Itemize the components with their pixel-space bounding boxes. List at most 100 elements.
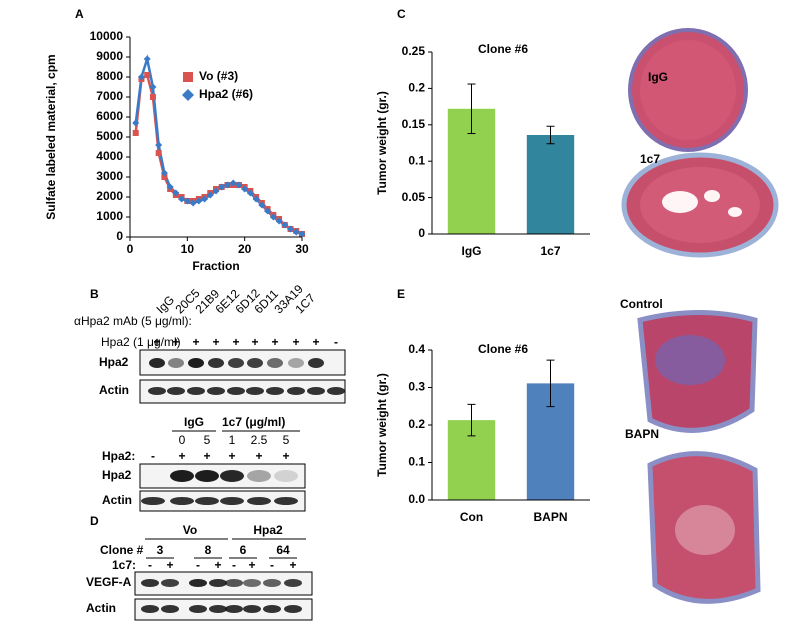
blot-band [274,470,298,482]
group-label: Hpa2 [253,523,283,537]
marker [275,217,283,225]
y-axis-label: Tumor weight (gr.) [375,91,389,195]
y-tick-label: 2000 [96,189,123,203]
blot-band [188,358,204,368]
blot-band [308,358,324,368]
marker [269,213,277,221]
blot-band [207,387,225,395]
blot-band [187,387,205,395]
blot-band [267,358,283,368]
blot-band [284,579,302,587]
label: 1c7: [112,558,136,572]
sign: + [228,449,235,463]
image-label: BAPN [625,427,659,441]
y-tick-label: 3000 [96,169,123,183]
sign: - [148,558,152,572]
y-axis-label: Sulfate labeled material, cpm [44,54,58,219]
tissue-light [675,505,735,555]
dose: 2.5 [251,433,268,447]
marker [155,141,163,149]
x-tick-label: 30 [295,242,309,256]
image-label: 1c7 [640,152,660,166]
x-tick-label: Con [460,510,483,524]
marker [201,195,209,203]
y-tick-label: 0.1 [408,455,425,469]
sign: + [271,335,278,349]
blot-band [243,579,261,587]
blot-band [220,497,244,505]
marker [235,181,243,189]
blot-band [307,387,325,395]
row-label: Actin [102,493,132,507]
y-tick-label: 4000 [96,149,123,163]
blot-band [195,470,219,482]
blot-band [161,579,179,587]
blot-band [327,387,345,395]
sign: + [212,335,219,349]
histology-e [637,310,761,604]
label: αHpa2 mAb (5 μg/ml): [74,314,192,328]
marker [223,181,231,189]
y-tick-label: 0.4 [408,342,425,356]
sign: + [248,558,255,572]
marker [132,130,139,136]
marker [287,225,295,233]
marker [189,199,197,207]
row-label: Actin [99,383,129,397]
marker [155,150,162,156]
dose: 5 [283,433,290,447]
sign: + [203,449,210,463]
y-tick-label: 6000 [96,109,123,123]
panel-letter: D [90,514,99,528]
marker [195,197,203,205]
blot-band [208,358,224,368]
blot-band [225,579,243,587]
y-tick-label: 0.2 [408,417,425,431]
marker [149,83,157,91]
row-label: Hpa2 [102,468,132,482]
marker [149,94,156,100]
marker [252,195,260,203]
legend-marker [183,72,193,82]
clone: 6 [240,543,247,557]
y-tick-label: 0.05 [402,190,426,204]
sign: - [270,558,274,572]
y-axis-label: Tumor weight (gr.) [375,373,389,477]
marker [229,179,237,187]
blot-band [189,605,207,613]
blot-band [141,579,159,587]
blot-band [247,358,263,368]
chart-title: Clone #6 [478,42,528,56]
y-tick-label: 5000 [96,129,123,143]
blot-band [209,579,227,587]
row-label: Actin [86,601,116,615]
marker [218,183,226,191]
sign: + [251,335,258,349]
sign: + [312,335,319,349]
cavity [704,190,720,202]
image-label: IgG [648,70,668,84]
marker [143,55,151,63]
blot-band [227,387,245,395]
y-tick-label: 0.15 [402,117,426,131]
sign: - [232,558,236,572]
y-tick-label: 0 [116,229,123,243]
y-tick-label: 7000 [96,89,123,103]
blot-band [170,497,194,505]
blot-band [246,387,264,395]
blot-band [263,605,281,613]
tissue-blue [655,335,725,385]
x-tick-label: BAPN [533,510,567,524]
histology-c [621,28,779,258]
tissue-inner [640,40,736,140]
blot-band [141,605,159,613]
marker [264,207,272,215]
sign: + [172,335,179,349]
cavity [728,207,742,217]
clone: 64 [276,543,290,557]
legend-marker [182,89,194,101]
y-tick-label: 0.2 [408,81,425,95]
blot-band [266,387,284,395]
sign: + [232,335,239,349]
marker [178,195,186,203]
